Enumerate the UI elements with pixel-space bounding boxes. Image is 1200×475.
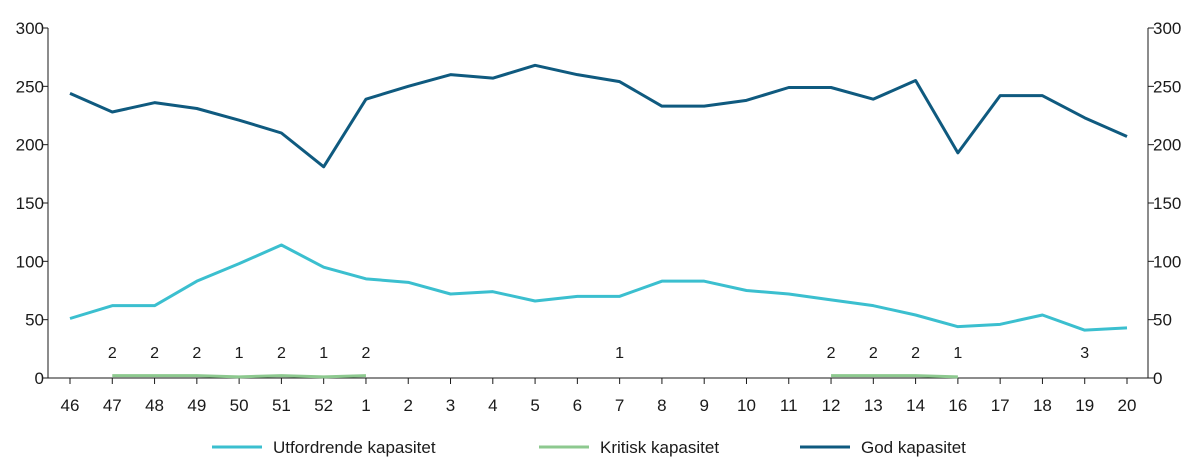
x-tick-label: 2	[404, 396, 413, 415]
chart-legend: Utfordrende kapasitet Kritisk kapasitet Go…	[212, 438, 966, 457]
y-tick-label-left: 200	[16, 136, 44, 155]
chart-series	[69, 63, 1128, 379]
x-tick-label: 50	[230, 396, 249, 415]
series-line-kritisk-kapasitet	[831, 374, 958, 379]
y-tick-label-right: 50	[1153, 311, 1172, 330]
data-label: 3	[1080, 345, 1089, 362]
y-tick-label-left: 250	[16, 77, 44, 96]
y-tick-label-left: 100	[16, 252, 44, 271]
legend-item: Kritisk kapasitet	[539, 438, 719, 457]
x-tick-label: 13	[864, 396, 883, 415]
y-tick-label-left: 150	[16, 194, 44, 213]
data-label: 1	[235, 345, 244, 362]
series-line-god-kapasitet	[69, 63, 1128, 169]
y-tick-label-right: 300	[1153, 19, 1181, 38]
data-label: 2	[362, 345, 371, 362]
x-tick-label: 49	[187, 396, 206, 415]
legend-label: Utfordrende kapasitet	[273, 438, 436, 457]
x-tick-label: 3	[446, 396, 455, 415]
x-tick-label: 20	[1118, 396, 1137, 415]
x-tick-label: 18	[1033, 396, 1052, 415]
y-tick-label-left: 0	[35, 369, 44, 388]
y-tick-label-right: 0	[1153, 369, 1162, 388]
y-tick-label-left: 300	[16, 19, 44, 38]
data-label: 1	[319, 345, 328, 362]
x-tick-label: 11	[780, 396, 798, 415]
data-label: 1	[953, 345, 962, 362]
legend-item: God kapasitet	[800, 438, 966, 457]
data-label: 2	[911, 345, 920, 362]
x-tick-label: 51	[272, 396, 291, 415]
x-tick-label: 17	[991, 396, 1010, 415]
series-line-kritisk-kapasitet	[112, 374, 367, 379]
data-label: 2	[869, 345, 878, 362]
x-tick-label: 8	[657, 396, 666, 415]
legend-label: Kritisk kapasitet	[600, 438, 719, 457]
x-tick-label: 10	[737, 396, 756, 415]
data-label: 2	[108, 345, 117, 362]
data-label: 2	[277, 345, 286, 362]
series-line-utfordrende-kapasitet	[69, 243, 1128, 332]
y-tick-label-right: 150	[1153, 194, 1181, 213]
y-tick-label-right: 100	[1153, 252, 1181, 271]
x-tick-label: 12	[822, 396, 841, 415]
chart-annotations: 2 2 2 1 2 1 2 1 2 2 2 1 3	[108, 345, 1089, 362]
data-label: 2	[192, 345, 201, 362]
x-tick-label: 7	[615, 396, 624, 415]
x-tick-label: 46	[61, 396, 80, 415]
x-tick-label: 14	[906, 396, 925, 415]
data-label: 2	[827, 345, 836, 362]
x-tick-label: 1	[361, 396, 370, 415]
data-label: 2	[150, 345, 159, 362]
y-tick-label-right: 250	[1153, 77, 1181, 96]
y-tick-label-right: 200	[1153, 136, 1181, 155]
x-tick-label: 5	[530, 396, 539, 415]
x-tick-label: 48	[145, 396, 164, 415]
legend-label: God kapasitet	[861, 438, 966, 457]
x-tick-label: 52	[314, 396, 333, 415]
data-label: 1	[615, 345, 624, 362]
y-tick-label-left: 50	[25, 311, 44, 330]
x-tick-label: 9	[699, 396, 708, 415]
x-tick-label: 47	[103, 396, 122, 415]
x-tick-label: 16	[948, 396, 967, 415]
legend-item: Utfordrende kapasitet	[212, 438, 436, 457]
x-tick-label: 6	[573, 396, 582, 415]
x-tick-label: 19	[1075, 396, 1094, 415]
x-tick-label: 4	[488, 396, 497, 415]
